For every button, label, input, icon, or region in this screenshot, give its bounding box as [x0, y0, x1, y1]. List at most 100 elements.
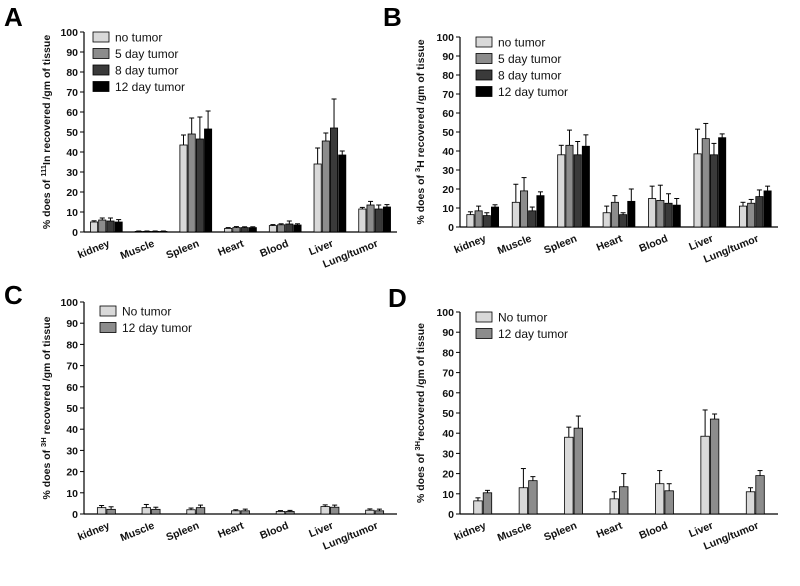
y-tick-label: 60	[66, 382, 78, 394]
y-tick-label: 10	[66, 207, 78, 219]
bar-heart	[619, 486, 629, 515]
bar-muscle	[141, 507, 151, 515]
y-tick-label: 10	[442, 489, 454, 501]
bar-muscle	[528, 480, 538, 515]
y-tick-label: 50	[442, 127, 454, 139]
bar-kidney	[466, 214, 475, 228]
bar-kidney	[114, 221, 123, 233]
x-tick-label: Heart	[595, 232, 625, 253]
y-tick-label: 60	[442, 388, 454, 400]
y-tick-label: 30	[66, 167, 78, 179]
x-tick-label: kidney	[76, 520, 111, 544]
bar-liver	[693, 153, 702, 228]
bar-heart	[240, 227, 249, 233]
bar-kidney	[473, 500, 483, 515]
x-tick-label: Muscle	[119, 238, 157, 263]
y-tick-label: 20	[66, 187, 78, 199]
y-tick-label: 20	[442, 469, 454, 481]
bar-spleen	[581, 145, 590, 228]
panel-D: D 0 10 20 30 40 50 60 70 80 90 100 % does of 3Hrecov…	[388, 283, 778, 553]
bar-heart	[609, 498, 619, 515]
y-tick-label: 40	[66, 424, 78, 436]
bar-spleen	[195, 507, 206, 515]
bar-spleen	[204, 128, 213, 233]
y-tick-label: 70	[442, 368, 454, 380]
y-axis-label: % does of 3H recovered /gm of tissue	[413, 39, 428, 224]
bar-muscle	[511, 201, 520, 228]
panel-letter: A	[4, 2, 23, 32]
bar-blood	[664, 202, 673, 228]
y-tick-label: 0	[448, 509, 454, 521]
legend-label: 12 day tumor	[498, 85, 568, 99]
y-tick-label: 100	[436, 307, 454, 319]
bar-lung-tumor	[374, 208, 383, 233]
y-tick-label: 50	[66, 403, 78, 415]
y-tick-label: 80	[442, 70, 454, 82]
y-axis-label: % does of 3H recovered /gm of tissue	[39, 316, 54, 499]
bar-spleen	[187, 133, 196, 233]
bar-liver	[330, 127, 339, 233]
bar-lung-tumor	[358, 208, 367, 233]
y-tick-label: 60	[66, 107, 78, 119]
bar-heart	[240, 510, 250, 515]
bar-muscle	[536, 195, 545, 228]
legend-label: 12 day tumor	[122, 321, 192, 335]
bar-spleen	[195, 138, 204, 233]
bar-heart	[610, 201, 619, 228]
bar-lung-tumor	[374, 510, 385, 515]
x-tick-label: Muscle	[496, 520, 534, 545]
x-tick-label: Muscle	[496, 233, 534, 258]
bar-muscle	[520, 190, 529, 228]
y-tick-label: 80	[66, 67, 78, 79]
bar-liver	[320, 506, 330, 515]
x-tick-label: Heart	[216, 237, 246, 258]
legend-label: 8 day tumor	[115, 64, 178, 78]
y-tick-label: 90	[442, 327, 454, 339]
bar-lung-tumor	[763, 190, 772, 228]
panel-C: C 0 10 20 30 40 50 60 70 80 90 100 % does of 3H reco…	[4, 280, 397, 553]
y-tick-label: 100	[60, 27, 78, 39]
y-tick-label: 100	[436, 32, 454, 44]
y-tick-label: 80	[442, 347, 454, 359]
legend-label: No tumor	[498, 311, 547, 325]
legend-swatch	[99, 305, 117, 317]
x-tick-label: Blood	[637, 233, 669, 255]
legend-label: 12 day tumor	[115, 80, 185, 94]
bar-blood	[672, 204, 681, 228]
y-tick-label: 100	[60, 297, 78, 309]
x-tick-label: Blood	[258, 520, 290, 542]
x-tick-label: Spleen	[542, 233, 578, 257]
bar-lung-tumor	[747, 202, 756, 228]
bar-blood	[648, 198, 657, 228]
bar-liver	[709, 418, 720, 515]
bar-liver	[338, 154, 347, 233]
bar-muscle	[528, 210, 537, 228]
bar-blood	[285, 223, 294, 233]
bar-heart	[619, 214, 628, 228]
legend-label: no tumor	[115, 31, 162, 45]
legend-swatch	[99, 322, 117, 333]
y-tick-label: 0	[448, 222, 454, 234]
panel-letter: B	[383, 2, 402, 32]
y-tick-label: 0	[72, 509, 78, 521]
y-tick-label: 90	[66, 318, 78, 330]
bar-blood	[277, 224, 286, 233]
bar-kidney	[106, 508, 116, 515]
y-tick-label: 80	[66, 339, 78, 351]
legend-swatch	[475, 311, 493, 323]
y-tick-label: 0	[72, 227, 78, 239]
panel-A: A 0 10 20 30 40 50 60 70 80 90 100 % does of 111In r…	[4, 2, 397, 271]
bar-spleen	[564, 436, 574, 515]
y-tick-label: 70	[442, 89, 454, 101]
bar-liver	[330, 506, 340, 515]
bar-muscle	[518, 487, 529, 515]
legend-label: 5 day tumor	[115, 47, 178, 61]
legend-swatch	[475, 86, 493, 97]
panel-letter: C	[4, 280, 23, 310]
y-tick-label: 30	[442, 448, 454, 460]
legend-label: no tumor	[498, 36, 545, 50]
bar-lung-tumor	[755, 196, 764, 228]
y-tick-label: 50	[66, 127, 78, 139]
legend-swatch	[92, 48, 110, 59]
y-axis-label: % does of 3Hrecovered /gm of tissue	[413, 323, 428, 503]
